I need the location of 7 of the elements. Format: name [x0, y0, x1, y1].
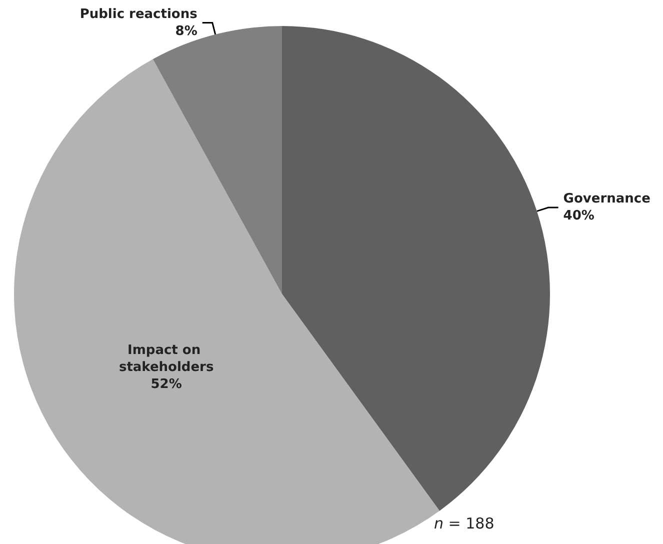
slice-label: Governance: [563, 191, 651, 206]
data-label: 8%: [175, 24, 198, 39]
data-label: 40%: [563, 208, 594, 224]
slice-label: Public reactions: [80, 6, 198, 22]
slice-label: Impact on stakeholders: [118, 342, 214, 375]
text: n = 188: [434, 514, 494, 532]
data-label: 52%: [150, 376, 182, 392]
